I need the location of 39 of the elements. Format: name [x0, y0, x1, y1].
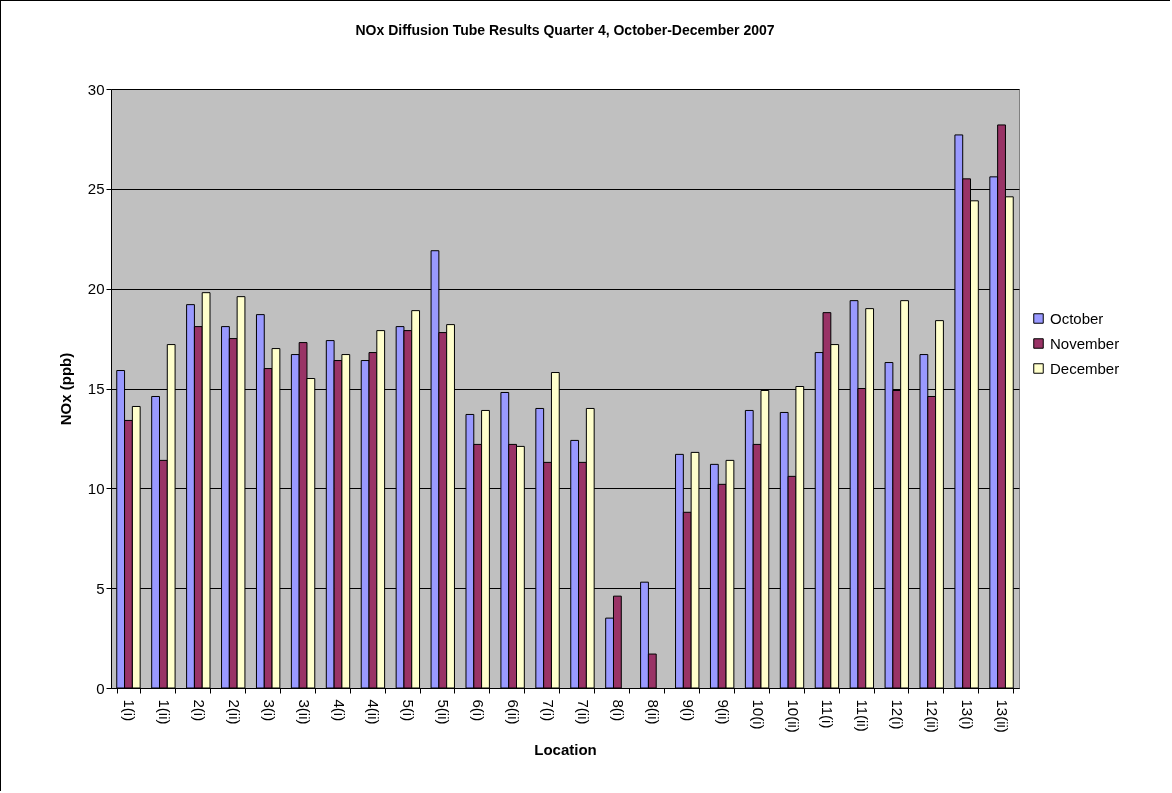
x-tick-label: 8(ii) [644, 699, 662, 725]
x-tick-label: 10(i) [749, 699, 767, 730]
y-tick-label: 10 [87, 479, 105, 497]
x-tick-label: 7(i) [540, 699, 558, 722]
chart-title: NOx Diffusion Tube Results Quarter 4, October-December 2007 [355, 22, 775, 38]
x-axis-title: Location [534, 740, 597, 758]
x-tick-label: 7(ii) [574, 699, 592, 725]
x-tick-label: 13(ii) [994, 699, 1012, 733]
y-axis-title: NOx (ppb) [56, 352, 74, 426]
x-tick-label: 9(ii) [714, 699, 732, 725]
x-tick-label: 9(i) [679, 699, 697, 722]
x-tick-label: 8(i) [609, 699, 627, 722]
y-tick-label: 30 [87, 80, 105, 98]
y-tick-label: 5 [96, 579, 105, 597]
x-tick-label: 5(i) [400, 699, 418, 722]
x-tick-label: 1(i) [120, 699, 138, 722]
x-tick-label: 12(i) [889, 699, 907, 730]
y-tick-label: 0 [96, 679, 105, 697]
x-tick-label: 3(ii) [295, 699, 313, 725]
x-tick-label: 10(ii) [784, 699, 802, 733]
x-tick-label: 2(i) [190, 699, 208, 722]
x-tick-label: 6(i) [470, 699, 488, 722]
y-tick-label: 25 [87, 180, 105, 198]
x-tick-label: 5(ii) [435, 699, 453, 725]
x-tick-label: 2(ii) [225, 699, 243, 725]
x-tick-label: 3(i) [260, 699, 278, 722]
x-tick-label: 4(i) [330, 699, 348, 722]
x-tick-label: 12(ii) [924, 699, 942, 733]
y-tick-label: 15 [87, 380, 105, 397]
x-tick-label: 11(ii) [854, 699, 872, 732]
x-tick-label: 11(i) [819, 699, 837, 729]
x-tick-label: 1(ii) [155, 699, 173, 725]
x-tick-label: 6(ii) [505, 699, 523, 725]
x-tick-label: 13(i) [959, 699, 977, 730]
legend-label: December [1050, 359, 1120, 377]
legend-label: November [1050, 334, 1120, 352]
legend-label: October [1050, 309, 1104, 327]
y-tick-label: 20 [87, 280, 105, 298]
x-tick-label: 4(ii) [365, 699, 383, 725]
